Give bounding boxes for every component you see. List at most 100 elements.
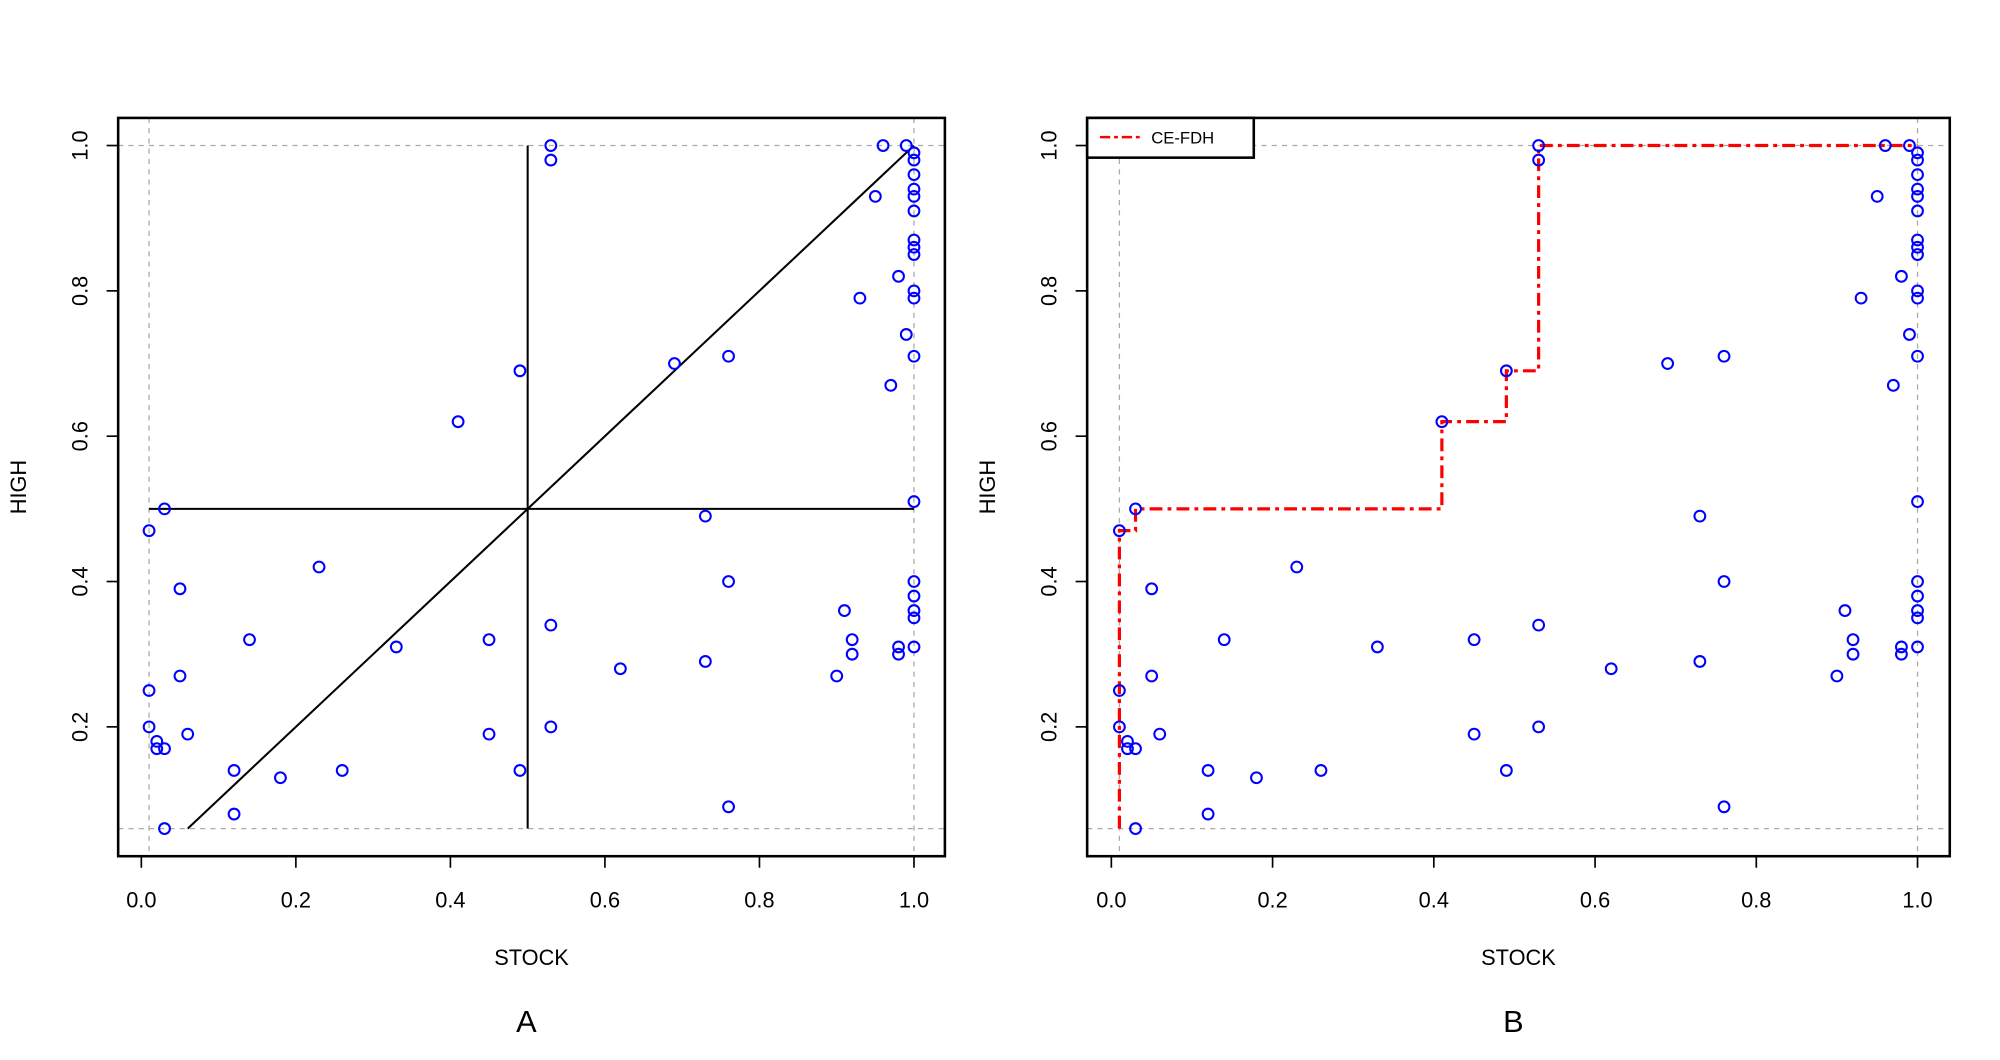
data-point [1499, 764, 1513, 777]
data-point [907, 495, 921, 509]
panel-label: A [516, 1004, 537, 1039]
data-point [1911, 284, 1924, 298]
data-point [1911, 189, 1924, 203]
data-point [1911, 240, 1924, 254]
data-point [181, 727, 195, 741]
data-point [513, 364, 527, 378]
data-point [1878, 139, 1892, 152]
data-point [1717, 800, 1731, 814]
legend-label: CE-FDH [1151, 129, 1214, 148]
data-point [907, 640, 921, 654]
x-tick-label: 1.0 [899, 887, 929, 912]
data-point [907, 168, 921, 182]
data-point [698, 509, 712, 523]
data-point [1886, 378, 1900, 392]
data-point [1121, 742, 1134, 756]
data-point [1846, 647, 1860, 661]
panel-a: 0.0 0.2 0.4 0.6 0.8 1.0 0.2 0.4 0.6 0.8 1.0 STOCK HI… [6, 116, 947, 1039]
y-tick-label: 0.2 [1036, 712, 1061, 742]
data-point [1717, 575, 1731, 588]
data-point [158, 502, 171, 516]
x-tick-label: 0.2 [281, 887, 311, 912]
data-point [907, 248, 921, 261]
data-point [1911, 575, 1924, 588]
data-point [1145, 669, 1159, 683]
data-point [1870, 189, 1884, 203]
data-point [1217, 633, 1231, 647]
data-point [907, 182, 921, 196]
data-point [274, 771, 287, 785]
data-point [1838, 604, 1852, 618]
x-tick-label: 0.8 [1741, 887, 1771, 912]
plot-frame [116, 116, 947, 858]
data-point [1532, 139, 1546, 152]
panel-b: 0.0 0.2 0.4 0.6 0.8 1.0 0.2 0.4 0.6 0.8 1.0 STOCK HI… [975, 116, 1952, 1039]
x-tick-label: 0.4 [1419, 887, 1449, 912]
data-point [173, 582, 187, 596]
data-point [868, 189, 882, 203]
ce-fdh-line [1117, 143, 1918, 829]
data-point [1121, 734, 1134, 748]
data-point [907, 604, 921, 618]
data-point [1499, 364, 1513, 378]
data-point [698, 655, 712, 668]
data-point [1854, 291, 1868, 305]
data-point [1201, 764, 1215, 777]
y-tick-label: 0.4 [1036, 566, 1061, 596]
data-point [1467, 727, 1481, 741]
data-point [1911, 168, 1924, 182]
y-tick-label: 1.0 [67, 130, 92, 160]
data-point [892, 647, 905, 661]
data-point [1112, 524, 1126, 538]
reference-segment [186, 144, 915, 830]
data-point [1911, 495, 1924, 509]
data-point [845, 633, 859, 647]
data-point [1532, 720, 1546, 734]
data-point [907, 146, 921, 160]
x-tick-label: 0.8 [744, 887, 774, 912]
x-axis-label: STOCK [1481, 945, 1556, 970]
data-point [227, 764, 241, 777]
data-point [613, 662, 627, 676]
data-point [1201, 807, 1215, 821]
data-point [482, 727, 496, 741]
data-point [892, 269, 905, 283]
data-point [1145, 582, 1159, 596]
data-point [142, 720, 156, 734]
legend: CE-FDH [1085, 116, 1256, 159]
data-point [513, 764, 527, 777]
data-point [1911, 589, 1924, 603]
data-point [1693, 509, 1707, 523]
data-point [1112, 720, 1126, 734]
y-tick-label: 0.6 [1036, 421, 1061, 451]
y-axis-label: HIGH [6, 460, 31, 514]
data-point [1250, 771, 1263, 785]
data-point [907, 611, 921, 625]
data-point [899, 328, 913, 341]
data-point [1532, 618, 1546, 632]
data-point [907, 291, 921, 305]
x-tick-label: 0.6 [1580, 887, 1610, 912]
data-point [335, 764, 349, 777]
data-point [907, 153, 921, 167]
y-tick-label: 0.2 [67, 712, 92, 742]
data-point [876, 139, 890, 152]
data-point [845, 647, 859, 661]
panel-label: B [1503, 1004, 1524, 1039]
y-axis-label: HIGH [975, 460, 1000, 514]
data-point [884, 378, 898, 392]
data-point [907, 349, 921, 363]
data-point [1717, 349, 1731, 363]
data-point [158, 822, 171, 835]
data-point [907, 240, 921, 254]
data-point [722, 349, 735, 363]
y-tick-label: 0.4 [67, 566, 92, 596]
data-point [482, 633, 496, 647]
data-point [1894, 640, 1908, 654]
data-point [142, 524, 156, 538]
data-point [1911, 146, 1924, 160]
data-point [907, 589, 921, 603]
data-point [1911, 233, 1924, 247]
data-point [1129, 742, 1142, 756]
plot-frame [1085, 116, 1952, 858]
